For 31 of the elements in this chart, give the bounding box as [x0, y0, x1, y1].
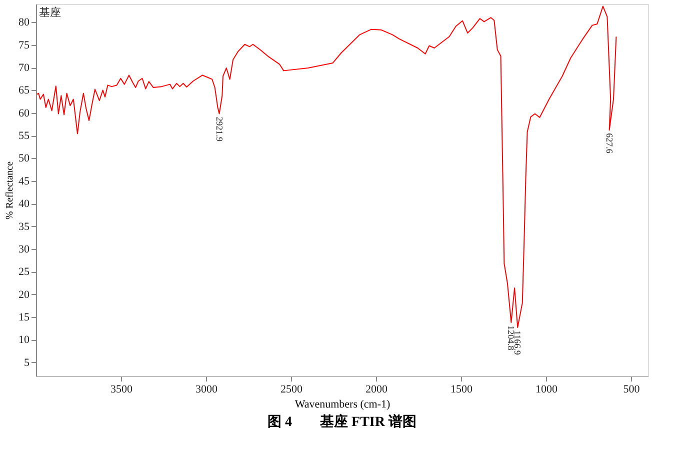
x-tick-label: 1000 [536, 384, 558, 396]
x-tick-label: 3500 [110, 384, 133, 396]
annotation: 2921.9 [214, 116, 224, 142]
y-axis-title: % Reflectance [4, 160, 16, 220]
x-tick-label: 500 [623, 384, 640, 396]
x-tick-label: 2000 [366, 384, 388, 396]
y-tick-label: 15 [18, 312, 30, 324]
annotation: 627.6 [604, 133, 614, 154]
y-tick-label: 65 [18, 84, 30, 97]
y-tick-label: 20 [18, 288, 30, 301]
y-tick-label: 50 [18, 152, 30, 165]
x-axis-title: Wavenumbers (cm-1) [294, 398, 390, 410]
annotation: 基座 [39, 6, 61, 19]
y-tick-label: 10 [18, 334, 30, 346]
y-tick-label: 40 [18, 198, 30, 210]
x-tick-label: 2500 [280, 384, 303, 396]
y-tick-label: 5 [24, 356, 30, 369]
line-series [36, 6, 617, 328]
x-tick-label: 3000 [196, 384, 218, 396]
x-tick-label: 1500 [450, 384, 473, 396]
y-tick-label: 70 [18, 62, 30, 74]
y-tick-label: 35 [18, 220, 30, 233]
y-tick-label: 25 [18, 266, 30, 278]
text: 图 4 基座 FTIR 谱图 [268, 413, 416, 430]
y-tick-label: 55 [18, 130, 30, 142]
y-tick-label: 45 [18, 175, 30, 188]
y-tick-label: 80 [18, 16, 30, 29]
y-tick-label: 30 [18, 243, 30, 256]
y-tick-label: 75 [18, 39, 30, 52]
y-tick-label: 60 [18, 107, 30, 120]
annotation: 1166.9 [512, 330, 523, 356]
